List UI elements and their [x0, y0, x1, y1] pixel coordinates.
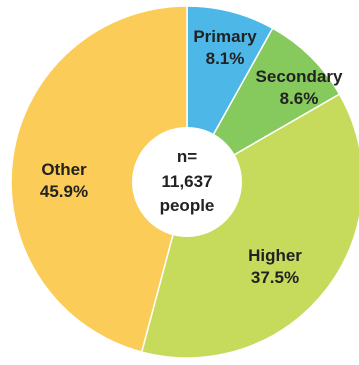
slice-name-higher: Higher [248, 246, 302, 265]
slice-value-primary: 8.1% [206, 49, 245, 68]
slice-labels: Primary 8.1% Secondary 8.6% Higher 37.5% Other… [40, 27, 343, 287]
center-hole [132, 127, 242, 237]
slice-value-higher: 37.5% [251, 268, 299, 287]
slice-value-secondary: 8.6% [280, 89, 319, 108]
pie-slice-other [10, 5, 188, 353]
slice-name-other: Other [41, 160, 87, 179]
center-label-line-1: n= [177, 147, 197, 166]
pie-slice-higher [140, 93, 359, 359]
center-label-line-3: people [160, 196, 215, 215]
slice-value-other: 45.9% [40, 182, 88, 201]
slice-name-primary: Primary [193, 27, 257, 46]
slice-name-secondary: Secondary [256, 67, 343, 86]
center-label-line-2: 11,637 [161, 172, 212, 191]
